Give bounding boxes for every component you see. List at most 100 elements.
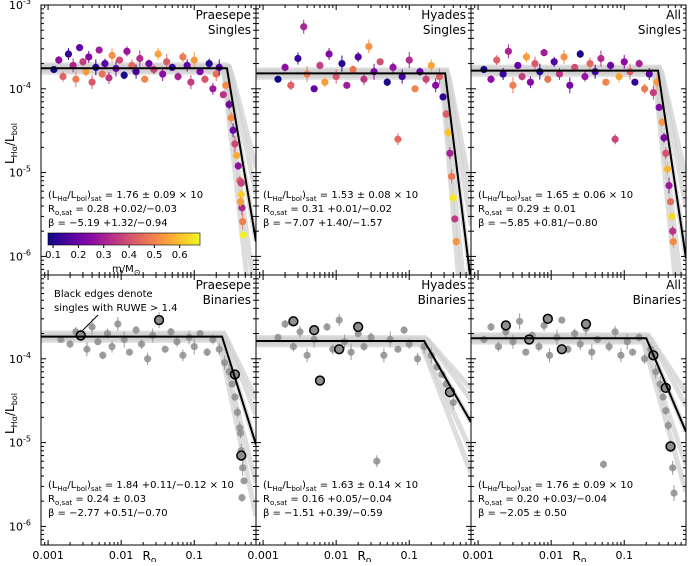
panel-frame — [255, 4, 472, 276]
x-tick-label: 0.01 — [109, 549, 134, 562]
data-point — [540, 321, 548, 330]
panel-title: Hyades — [421, 8, 466, 22]
data-point — [400, 326, 408, 334]
data-point — [623, 338, 631, 346]
data-point — [132, 326, 140, 334]
x-axis-label: Ro — [358, 549, 372, 562]
data-point — [487, 323, 495, 331]
data-point — [560, 53, 568, 61]
data-point — [50, 65, 58, 74]
data-point — [452, 238, 460, 246]
data-point — [536, 68, 544, 76]
data-point — [115, 56, 124, 64]
x-tick-label: 0.1 — [185, 549, 203, 562]
data-point — [114, 320, 122, 328]
data-point — [59, 72, 67, 81]
data-point — [239, 218, 247, 226]
ticks — [255, 4, 471, 276]
data-point — [394, 345, 402, 353]
data-point — [599, 460, 608, 468]
data-point — [641, 355, 649, 363]
data-point — [237, 179, 245, 187]
data-point — [174, 72, 182, 81]
data-point — [205, 59, 213, 68]
data-point — [588, 348, 596, 356]
data-point — [427, 61, 435, 70]
colorbar-tick-label: 0.5 — [146, 250, 162, 261]
x-tick-label: 0.1 — [400, 549, 418, 562]
data-point — [405, 56, 413, 64]
data-point — [209, 85, 217, 93]
data-point — [664, 421, 672, 430]
data-point — [522, 53, 531, 61]
data-point — [187, 78, 195, 86]
data-point — [154, 50, 162, 58]
data-point — [576, 340, 584, 348]
data-point — [240, 477, 248, 485]
data-point — [516, 317, 524, 325]
data-point — [432, 81, 440, 89]
best-fit-line — [471, 337, 686, 433]
data-point — [670, 489, 678, 497]
x-tick-label: 0.001 — [247, 549, 279, 562]
data-point — [274, 333, 282, 342]
data-point — [652, 368, 660, 376]
data-point — [325, 50, 333, 58]
best-fit-line — [256, 72, 471, 275]
colorbar: 0.1 0.2 0.3 0.4 0.5 0.6 m/M⊙ — [45, 232, 201, 277]
data-point — [289, 342, 298, 351]
data-point — [120, 335, 128, 344]
data-point — [480, 65, 488, 74]
data-point — [85, 53, 93, 61]
data-point — [173, 338, 181, 346]
callout: Black edges denote singles with RUWE > 1.… — [54, 289, 178, 332]
data-point — [55, 56, 63, 64]
data-point — [635, 59, 643, 68]
panel-subtitle: Binaries — [418, 293, 466, 307]
ruwe-edge-point — [236, 450, 247, 461]
annotation-saturation: (LHα/Lbol)sat = 1.53 ± 0.08 × 10 — [263, 190, 418, 203]
annotation-beta: β = −2.05 ± 0.50 — [478, 508, 567, 519]
panel-subtitle: Singles — [208, 23, 251, 37]
colorbar-tick-label: 0.3 — [96, 250, 112, 261]
data-point — [150, 65, 158, 74]
y-axis-label: LHα/Lbol — [3, 393, 19, 434]
data-point — [300, 23, 308, 31]
data-point — [190, 342, 198, 351]
annotation-saturation: (LHα/Lbol)sat = 1.76 ± 0.09 × 10 — [48, 190, 203, 203]
data-point — [95, 46, 103, 54]
annotation-ro-sat: Ro,sat = 0.20 +0.03/−0.04 — [478, 494, 607, 507]
data-point — [566, 81, 574, 89]
data-point — [167, 328, 175, 336]
data-point — [413, 355, 422, 363]
data-point — [451, 215, 459, 223]
data-point — [571, 329, 579, 338]
data-point — [665, 181, 673, 190]
data-point — [347, 348, 355, 356]
data-point — [316, 61, 324, 70]
plot-area — [471, 313, 686, 502]
data-point — [446, 149, 454, 157]
data-point — [499, 70, 507, 78]
x-tick-label: 0.001 — [32, 549, 64, 562]
data-point — [343, 81, 351, 89]
data-point — [518, 72, 526, 81]
plot-area — [256, 314, 471, 475]
data-point — [383, 78, 391, 86]
annotation-beta: β = −5.85 +0.81/−0.80 — [478, 218, 598, 229]
data-point — [132, 68, 140, 76]
x-tick-label: 0.01 — [324, 549, 349, 562]
data-point — [615, 72, 623, 81]
data-point — [514, 61, 522, 70]
x-tick-label: 0.001 — [462, 549, 494, 562]
data-point — [544, 75, 552, 83]
data-point — [190, 56, 198, 64]
ruwe-edge-point — [309, 324, 320, 336]
data-point — [203, 348, 211, 356]
data-point — [99, 351, 107, 359]
data-point — [597, 54, 605, 63]
annotation-saturation: (LHα/Lbol)sat = 1.65 ± 0.06 × 10 — [478, 190, 633, 203]
data-point — [281, 63, 289, 72]
